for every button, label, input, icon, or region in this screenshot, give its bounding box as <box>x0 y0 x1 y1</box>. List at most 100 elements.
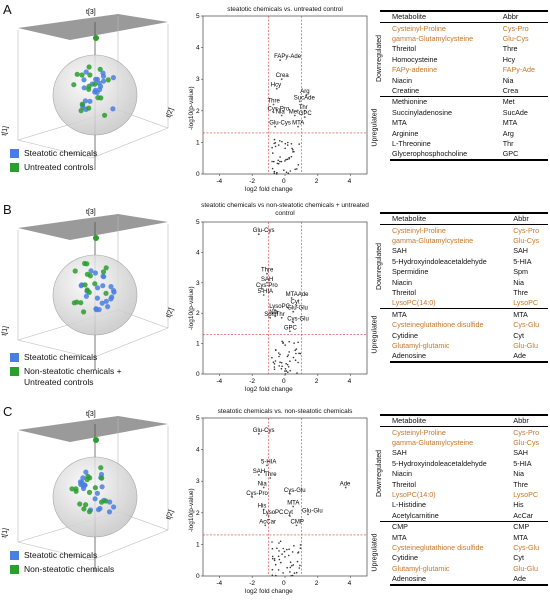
volcano-labeled-point <box>262 486 265 489</box>
table-row: Niacin Nia <box>380 469 548 479</box>
pca-sample-point <box>92 496 98 502</box>
table-row: gamma-Glutamylcysteine Glu-Cys <box>380 437 548 447</box>
volcano-point <box>288 548 290 550</box>
volcano-point <box>287 172 290 174</box>
metabolite-abbr: SucAde <box>502 107 528 117</box>
metabolite-name: 5-Hydroxyindoleacetaldehyde <box>392 458 487 468</box>
metabolite-abbr: Cys-Pro <box>502 23 529 33</box>
pca-label-t3: t[3] <box>86 9 96 16</box>
pca-label-t3: t[3] <box>86 411 96 418</box>
volcano-point <box>272 152 274 154</box>
volcano-point <box>278 550 280 552</box>
volcano-point <box>287 354 290 356</box>
volcano-point <box>274 563 277 566</box>
volcano-point <box>291 551 294 553</box>
volcano-point-label: Cys-Glu <box>287 316 309 322</box>
metabolite-name: L-Histidine <box>392 500 426 510</box>
pca-sample-point <box>79 101 85 107</box>
volcano-point <box>271 541 273 543</box>
metabolite-name: MTA <box>392 532 407 542</box>
pca-sample-point <box>81 485 87 492</box>
pca-label-t1: t[1] <box>1 325 10 336</box>
x-tick-label: 0 <box>282 378 286 385</box>
volcano-point <box>286 363 289 366</box>
volcano-point <box>276 547 278 550</box>
volcano-point <box>295 571 298 574</box>
metabolite-abbr: MTA <box>502 118 518 128</box>
volcano-point <box>285 370 288 372</box>
metabolite-name: CMP <box>390 520 512 532</box>
pca-sample-point <box>105 304 111 310</box>
metabolite-abbr: Cyt <box>513 330 524 340</box>
y-tick-label: 2 <box>196 108 200 115</box>
volcano-title: steatotic chemicals vs. untreated contro… <box>227 6 343 13</box>
metabolite-name: Threitol <box>392 479 416 489</box>
volcano-point <box>285 171 288 173</box>
volcano-labeled-point <box>262 294 265 296</box>
metabolite-name: Acetylcarnitine <box>392 510 439 520</box>
metabolite-name: gamma-Glutamylcysteine <box>392 236 474 246</box>
panel-letter: B <box>3 202 12 217</box>
pca-sample-point <box>103 298 109 304</box>
table-row: Downregulated Cysteinyl-Proline Cys-Pro <box>376 225 548 290</box>
volcano-point <box>289 369 291 372</box>
volcano-point <box>295 348 298 350</box>
volcano-labeled-point <box>279 59 281 62</box>
x-tick-label: 2 <box>315 580 319 587</box>
table-row: Downregulated Cysteinyl-Proline Cys-Pro <box>376 23 548 83</box>
metabolite-abbr: Thre <box>513 288 528 298</box>
volcano-point-label: AcCar <box>259 519 276 525</box>
pca-sample-point <box>78 108 84 114</box>
pca-sample-point <box>86 105 92 111</box>
metabolite-name: Homocysteine <box>392 54 438 64</box>
pca-sample-point <box>102 112 108 118</box>
volcano-point <box>288 340 290 343</box>
volcano-point <box>272 361 275 363</box>
metabolite-abbr: MTA <box>511 308 548 320</box>
pca-outlier-point <box>93 35 99 41</box>
y-tick-label: 1 <box>196 541 200 548</box>
pca-sample-point <box>84 477 90 483</box>
pca-sample-point <box>97 86 103 93</box>
pca-sample-point <box>83 502 89 508</box>
pca-sample-point <box>82 282 88 288</box>
volcano-labeled-point <box>266 281 268 284</box>
volcano-labeled-point <box>292 505 295 508</box>
volcano-frame <box>202 15 368 175</box>
pca-sample-point <box>87 98 93 104</box>
table-row: Spermidine Spm <box>380 267 548 277</box>
volcano-point <box>273 172 276 175</box>
metabolite-name: Niacin <box>392 277 412 287</box>
pca-box-edge <box>17 339 93 359</box>
volcano-point <box>275 574 277 577</box>
metabolite-abbr: FAPy-Ade <box>502 65 536 75</box>
pca-label-t1: t[1] <box>1 527 10 538</box>
volcano-xlabel: log2 fold change <box>245 186 293 193</box>
volcano-point <box>277 569 280 571</box>
pca-legend: Steatotic chemicals Non-steatotic chemica… <box>10 352 134 391</box>
legend-label: Untreated controls <box>24 162 94 172</box>
metabolite-name: Spermidine <box>392 267 429 277</box>
x-tick-label: 4 <box>348 378 352 385</box>
metabolite-name: MTA <box>390 308 512 320</box>
pca-box-edge <box>91 529 169 561</box>
volcano-point <box>271 146 273 149</box>
table-row: MTA MTA <box>380 118 548 128</box>
table-row: FAPy-adenine FAPy-Ade <box>380 65 548 75</box>
volcano-point <box>278 558 281 561</box>
metabolite-abbr: Cyt <box>513 553 524 563</box>
table-row: Niacin Nia <box>380 75 548 85</box>
metabolite-name: Glutamyl-glutamic <box>392 340 450 350</box>
volcano-point <box>288 156 290 159</box>
volcano-point <box>290 143 293 145</box>
metabolite-abbr: GPC <box>500 148 548 162</box>
metabolite-table: Metabolite Abbr Downregulated Cysteinyl-Pro… <box>372 212 548 364</box>
pca-top-plane <box>18 14 168 40</box>
pca-sample-point <box>82 98 88 104</box>
volcano-point <box>292 564 295 566</box>
table-row: Glycerophosphocholine GPC <box>380 148 548 162</box>
pca-sample-point <box>86 289 92 295</box>
table-row: Cytidine Cyt <box>380 553 548 563</box>
y-tick-label: 0 <box>196 171 200 178</box>
volcano-labeled-point <box>274 309 277 312</box>
